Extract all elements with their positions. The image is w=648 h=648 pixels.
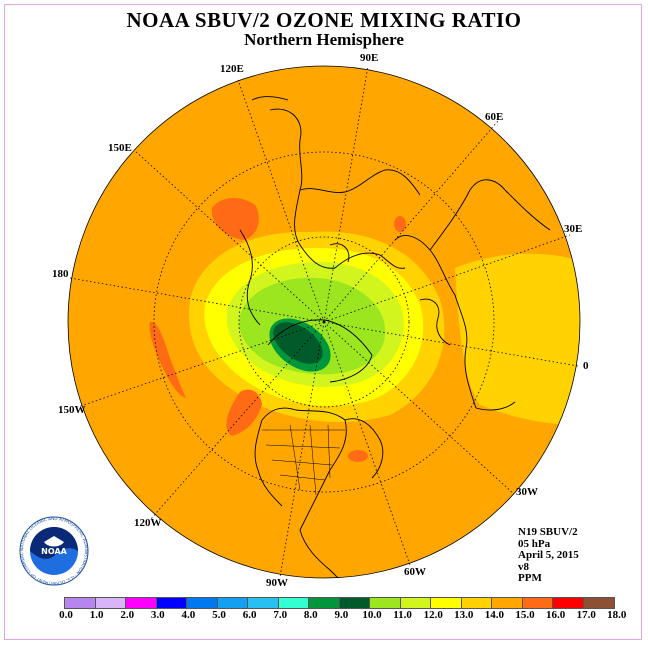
lon-label-150e: 150E <box>108 142 132 154</box>
ozone-contour-8 <box>273 322 323 364</box>
coastlines <box>239 96 551 578</box>
lon-label-30w: 30W <box>516 486 538 498</box>
colorbar-tick-label: 18.0 <box>607 609 627 621</box>
info-date: April 5, 2015 <box>518 549 579 561</box>
colorbar-swatch <box>248 598 279 608</box>
colorbar-swatch <box>492 598 523 608</box>
colorbar-tick-label: 1.0 <box>89 609 104 621</box>
map-boundary <box>67 65 581 579</box>
lon-label-180: 180 <box>52 268 69 280</box>
colorbar-swatch <box>126 598 157 608</box>
lon-label-120e: 120E <box>220 63 244 75</box>
colorbar-ticks: 0.0 1.0 2.0 3.0 4.0 5.0 6.0 7.0 8.0 9.0 10.0 11.0 12… <box>0 609 648 623</box>
colorbar-swatch <box>278 598 309 608</box>
colorbar-swatch <box>339 598 370 608</box>
colorbar-swatch <box>65 598 96 608</box>
colorbar-swatch <box>156 598 187 608</box>
colorbar-tick-label: 5.0 <box>212 609 226 621</box>
colorbar-swatch <box>309 598 340 608</box>
info-units: PPM <box>518 572 542 584</box>
colorbar-swatch <box>187 598 218 608</box>
colorbar-tick-label: 2.0 <box>120 609 135 621</box>
data-info: N19 SBUV/2 05 hPa April 5, 2015 v8 PPM <box>518 526 579 585</box>
info-version: v8 <box>518 560 529 573</box>
info-level: 05 hPa <box>518 537 551 550</box>
colorbar-swatch <box>522 598 553 608</box>
colorbar-tick-label: 9.0 <box>334 609 349 621</box>
colorbar-tick-label: 0.0 <box>59 609 73 621</box>
colorbar-swatch <box>217 598 248 608</box>
info-instrument: N19 SBUV/2 <box>518 526 578 538</box>
lon-label-30e: 30E <box>564 223 583 235</box>
colorbar-swatch <box>431 598 462 608</box>
colorbar-tick-label: 15.0 <box>515 609 535 621</box>
colorbar-tick-label: 12.0 <box>423 609 443 621</box>
ozone-contour-13 <box>455 253 580 424</box>
colorbar-tick-label: 16.0 <box>545 609 566 621</box>
ozone-contour-15-atlantic <box>348 450 368 462</box>
colorbar-swatch <box>583 598 614 608</box>
lon-label-0: 0 <box>583 360 589 372</box>
lon-label-90w: 90W <box>266 577 288 589</box>
state-borders <box>262 424 345 496</box>
colorbar-swatch <box>461 598 492 608</box>
colorbar-tick-label: 17.0 <box>576 609 596 621</box>
logo-text: NOAA <box>41 547 67 556</box>
lon-label-90e: 90E <box>360 52 379 64</box>
map-subtitle: Northern Hemisphere <box>244 30 404 49</box>
ozone-contour-15-siberia <box>394 216 406 232</box>
colorbar-swatch <box>553 598 584 608</box>
colorbar-tick-label: 11.0 <box>393 609 412 621</box>
graticule <box>69 65 579 578</box>
colorbar-tick-label: 8.0 <box>303 609 318 621</box>
map-title: NOAA SBUV/2 OZONE MIXING RATIO <box>126 8 522 32</box>
lon-label-120w: 120W <box>134 517 162 529</box>
noaa-logo: NATIONAL OCEANIC AND ATMOSPHERIC ADMINIS… <box>14 516 89 586</box>
colorbar-tick-label: 7.0 <box>273 609 288 621</box>
colorbar-tick-label: 14.0 <box>484 609 505 621</box>
lon-label-60e: 60E <box>485 111 504 123</box>
colorbar-tick-label: 4.0 <box>181 609 196 621</box>
colorbar-tick-label: 10.0 <box>362 609 382 621</box>
colorbar-swatch <box>95 598 126 608</box>
colorbar-tick-label: 6.0 <box>242 609 257 621</box>
lon-label-60w: 60W <box>404 566 426 578</box>
colorbar-swatch <box>370 598 401 608</box>
lon-label-150w: 150W <box>58 404 86 416</box>
colorbar-tick-label: 13.0 <box>454 609 474 621</box>
colorbar-swatch <box>400 598 431 608</box>
figure-frame <box>4 4 642 640</box>
colorbar-tick-label: 3.0 <box>150 609 165 621</box>
ozone-contour-15-ne-pacific <box>211 197 259 240</box>
colorbar <box>64 597 615 609</box>
ozone-contour-15-pacific <box>149 321 186 398</box>
